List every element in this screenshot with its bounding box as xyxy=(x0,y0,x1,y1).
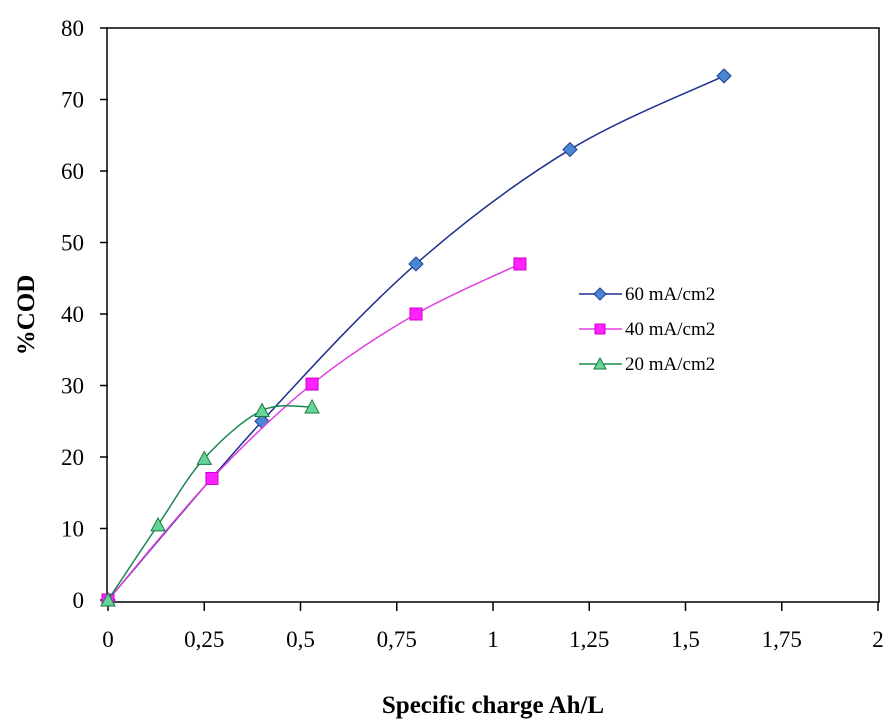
x-tick-label: 2 xyxy=(872,627,884,652)
data-point xyxy=(716,68,732,84)
legend-marker xyxy=(593,356,607,370)
x-tick-label: 0,75 xyxy=(377,627,417,652)
data-point xyxy=(150,516,166,532)
x-tick-label: 0,25 xyxy=(184,627,224,652)
plot-area xyxy=(106,27,880,603)
x-tick-label: 0,5 xyxy=(286,627,315,652)
x-tick-label: 1 xyxy=(487,627,499,652)
y-tick-label: 20 xyxy=(61,445,84,470)
legend-marker xyxy=(594,323,606,335)
y-tick-label: 10 xyxy=(61,517,84,542)
legend-label: 60 mA/cm2 xyxy=(625,284,715,305)
data-point xyxy=(408,256,424,272)
legend-label: 40 mA/cm2 xyxy=(625,319,715,340)
x-tick-label: 1,5 xyxy=(671,627,700,652)
y-tick-label: 40 xyxy=(61,302,84,327)
legend: 60 mA/cm2 40 mA/cm2 20 mA/cm2 xyxy=(579,284,715,375)
y-tick-label: 70 xyxy=(61,88,84,113)
series-40-ma-cm2 xyxy=(101,257,527,607)
legend-item: 40 mA/cm2 xyxy=(579,319,715,340)
legend-item: 20 mA/cm2 xyxy=(579,354,715,375)
series-20-ma-cm2 xyxy=(100,398,320,607)
data-point xyxy=(254,402,270,418)
y-tick-label: 60 xyxy=(61,159,84,184)
y-tick-label: 50 xyxy=(61,231,84,256)
data-point xyxy=(100,591,116,607)
legend-marker xyxy=(593,287,607,301)
y-axis-title: %COD xyxy=(13,275,40,356)
x-tick-label: 1,25 xyxy=(569,627,609,652)
data-point xyxy=(304,398,320,414)
y-tick-label: 30 xyxy=(61,374,84,399)
legend-label: 20 mA/cm2 xyxy=(625,354,715,375)
data-point xyxy=(196,450,213,465)
x-axis-title: Specific charge Ah/L xyxy=(382,692,604,719)
data-point xyxy=(513,257,527,271)
data-point xyxy=(562,141,578,158)
data-point xyxy=(305,377,319,391)
data-point xyxy=(409,307,423,321)
y-tick-label: 80 xyxy=(61,16,84,41)
legend-item: 60 mA/cm2 xyxy=(579,284,715,305)
x-tick-label: 1,75 xyxy=(762,627,802,652)
series-layer xyxy=(100,68,732,608)
y-tick-label: 0 xyxy=(73,588,85,613)
x-tick-label: 0 xyxy=(102,627,114,652)
data-point xyxy=(205,471,219,485)
